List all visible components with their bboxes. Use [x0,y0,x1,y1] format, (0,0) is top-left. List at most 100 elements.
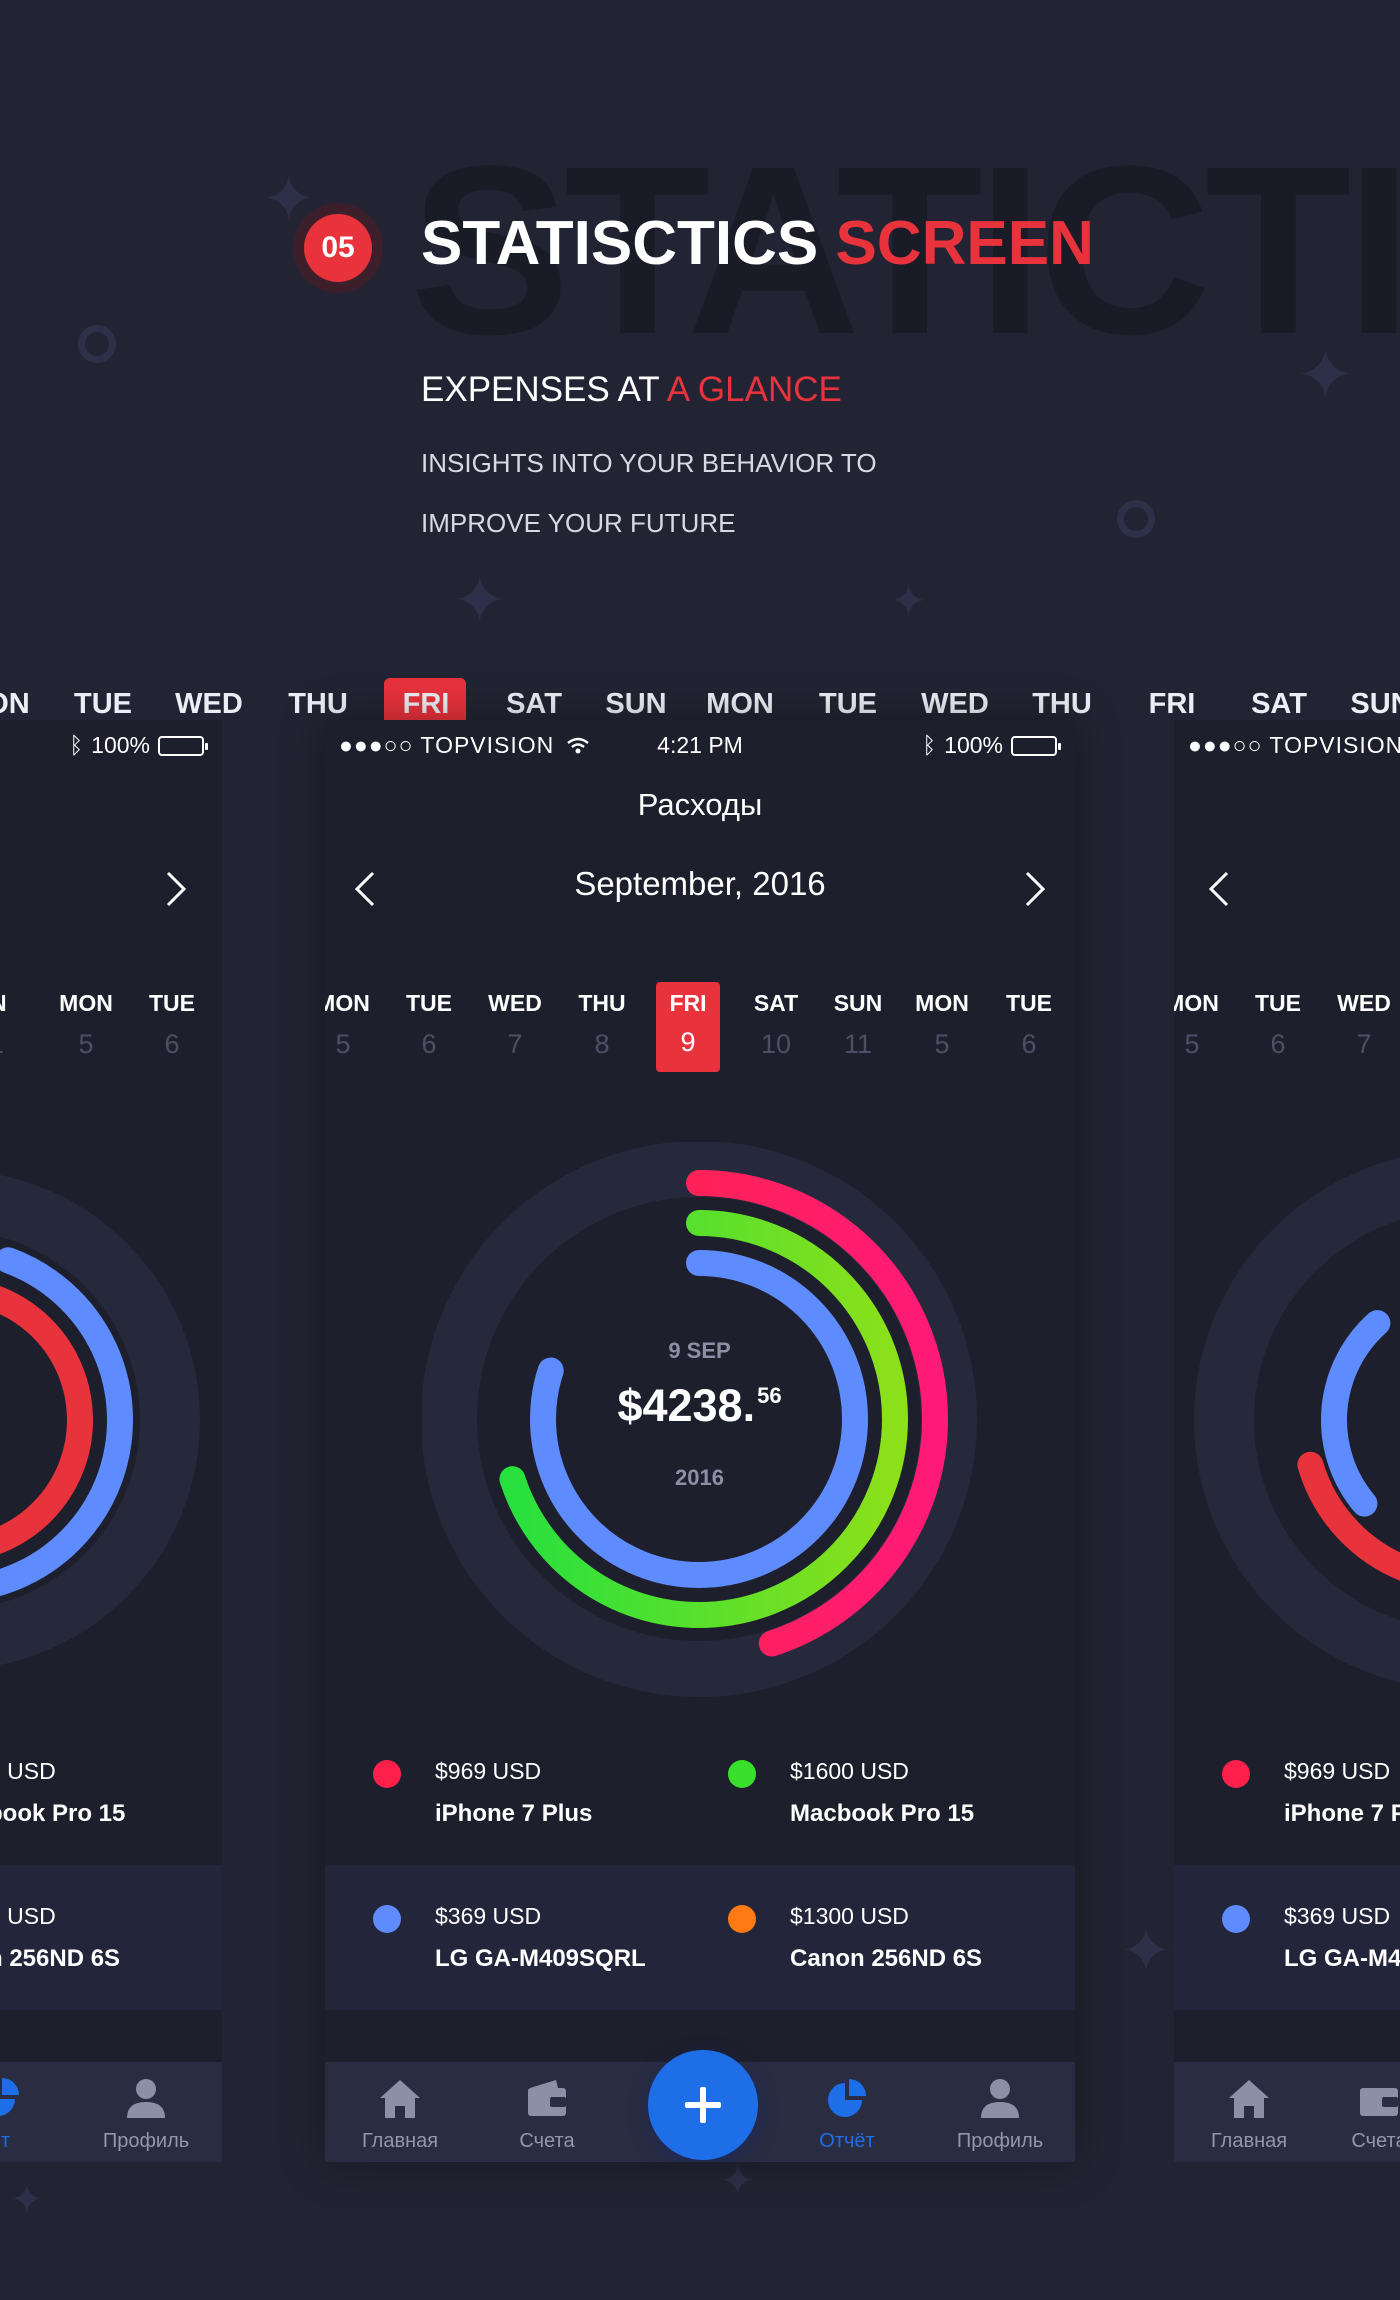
status-time: 4:21 PM [657,732,743,758]
strip-day: THU [288,688,348,720]
week-day[interactable]: MON 5 [325,990,370,1059]
strip-day: FRI [1148,688,1196,720]
week-day[interactable]: SAT 10 [753,990,799,1059]
main-phone: ●●●○○ TOPVISION 4:21 PM ᛒ 100% Расходы S… [325,720,1075,2162]
week-day[interactable]: MON 5 [915,990,969,1059]
expense-price: $369 USD [1284,1903,1391,1929]
week-day[interactable]: TUE 6 [1255,990,1301,1059]
wallet-icon [528,2080,566,2116]
strip-day: THU [1032,688,1092,720]
next-month-button[interactable] [1015,865,1055,913]
plus-icon [685,2087,721,2123]
status-bar: ●●●○○ TOPVISION [1174,732,1400,772]
legend-dot [373,1905,401,1933]
tagline: EXPENSES AT A GLANCE [421,370,842,410]
background-star-icon: ✦ [1120,1914,1172,1987]
wallet-icon [1360,2088,1398,2116]
strip-day: FRI [402,688,450,720]
legend-dot [728,1905,756,1933]
carrier: ●●●○○ TOPVISION [1188,732,1400,758]
expense-name: Canon 256ND 6S [790,1945,983,1972]
week-day[interactable]: MON 5 [59,990,113,1059]
status-bar: ●●●○○ TOPVISION 4:21 PM ᛒ 100% [325,732,1075,772]
legend-dot [373,1760,401,1788]
strip-day: TUE [819,688,877,720]
strip-day: TUE [74,688,132,720]
wifi-icon [566,737,589,754]
description-line-2: IMPROVE YOUR FUTURE [421,508,736,538]
background-star-icon: ✦ [1296,334,1355,416]
week-day[interactable]: TUE 6 [1006,990,1052,1059]
add-expense-button[interactable] [648,2050,758,2160]
tab-report[interactable]: Отчёт [782,2074,912,2153]
tab-profile[interactable]: Профиль [81,2074,211,2153]
week-day[interactable]: WED 7 [488,990,542,1059]
expense-name: iPhone 7 Plus [435,1800,593,1827]
background-star-icon: ✦ [452,562,508,639]
expense-price: 0 USD [0,1758,56,1784]
tab-home[interactable]: Главная [1184,2074,1314,2153]
description-line-1: INSIGHTS INTO YOUR BEHAVIOR TO [421,448,877,478]
right-phone: ●●●○○ TOPVISION MON 5 TUE 6 WED 7 $969 USD … [1174,720,1400,2162]
battery-percent: 100% [91,732,150,758]
battery-icon [1011,735,1061,756]
week-day[interactable]: THU 8 [578,990,626,1059]
tab-accounts[interactable]: Счета [1314,2074,1400,2153]
background-star-icon: ✦ [10,2177,44,2223]
profile-icon [981,2079,1019,2118]
background-star-icon: ✦ [890,576,927,627]
strip-day: SAT [506,688,562,720]
battery-icon [158,735,208,756]
expense-price: $369 USD [435,1903,542,1929]
tab-accounts[interactable]: Счета [482,2074,612,2153]
profile-icon [127,2079,165,2118]
expense-price: $969 USD [435,1758,542,1784]
tagline-white: EXPENSES AT [421,370,659,409]
home-icon [380,2080,420,2118]
tab-profile[interactable]: Профиль [935,2074,1065,2153]
top-day-strip: ON TUE WED THU FRI SAT SUN MON TUE WED T… [0,678,1400,738]
tab-report[interactable]: ёт [0,2074,65,2153]
background-word: STATICTIC [410,116,1400,384]
expense-name: n 256ND 6S [0,1945,121,1972]
strip-day: SAT [1251,688,1307,720]
expense-price: $969 USD [1284,1758,1391,1784]
week-day[interactable]: TUE 6 [406,990,452,1059]
ring-track [421,1141,977,1697]
prev-month-button[interactable] [1199,865,1239,913]
prev-month-button[interactable] [345,865,385,913]
tab-bar: Главная Счета Отчёт Профиль [325,2050,1075,2162]
month-label: September, 2016 [574,865,826,902]
strip-day: SUN [1350,688,1400,720]
strip-day: WED [921,688,989,720]
expense-name: book Pro 15 [0,1800,126,1827]
left-ring-chart [0,1175,200,1665]
section-number: 05 [304,214,372,282]
week-day-selected[interactable]: FRI 9 [656,982,720,1072]
status-right: ᛒ 100% [69,732,208,759]
carrier: ●●●○○ TOPVISION [339,732,590,759]
next-month-button[interactable] [156,865,196,913]
right-ring-chart [1194,1157,1400,1683]
strip-day: WED [175,688,243,720]
ring-lg [530,1250,868,1588]
strip-day: MON [706,688,774,720]
ring-iphone [450,1170,948,1668]
strip-selected-highlight [384,678,466,722]
week-day[interactable]: SUN 11 [833,990,883,1059]
month-selector: September, 2016 [325,865,1075,915]
tab-home[interactable]: Главная [335,2074,465,2153]
week-day[interactable]: WED 7 [1337,990,1391,1059]
expense-name: Macbook Pro 15 [790,1800,975,1827]
screen-title: Расходы [637,787,763,822]
expense-name: iPhone 7 Plus [1284,1800,1400,1827]
background-ring [78,325,116,363]
legend-dot [1222,1905,1250,1933]
background-ring [1117,500,1155,538]
week-day[interactable]: MON 5 [1174,990,1219,1059]
week-row: MON 5 TUE 6 WED 7 THU 8 FRI 9 SAT 10 SUN 11 MON… [325,982,1075,1082]
week-day[interactable]: TUE 6 [149,990,195,1059]
